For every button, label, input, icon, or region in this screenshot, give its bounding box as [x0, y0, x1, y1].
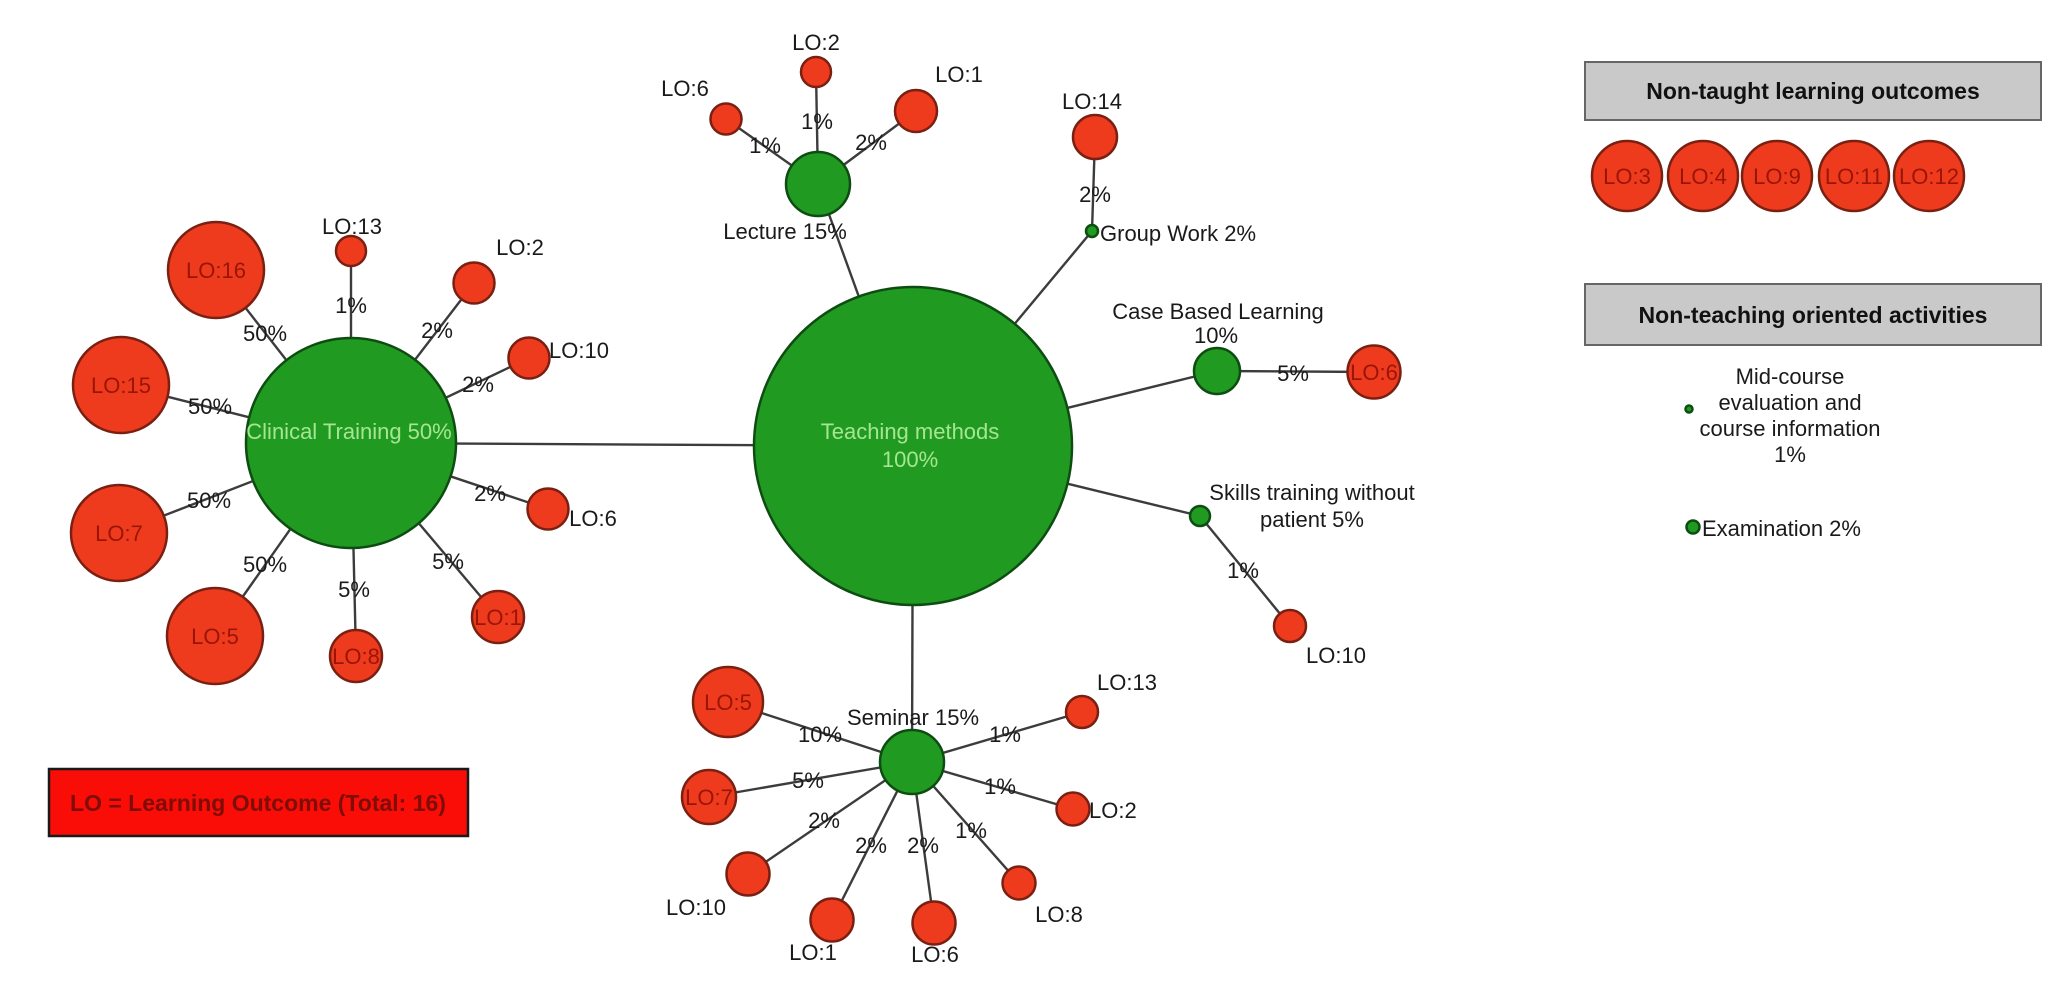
svg-text:2%: 2% [808, 808, 840, 833]
svg-text:patient 5%: patient 5% [1260, 507, 1364, 532]
svg-text:Case Based Learning: Case Based Learning [1112, 299, 1324, 324]
svg-text:10%: 10% [798, 722, 842, 747]
svg-text:Non-teaching oriented activiti: Non-teaching oriented activities [1639, 302, 1988, 328]
svg-text:LO:1: LO:1 [789, 940, 837, 965]
svg-text:Group Work 2%: Group Work 2% [1100, 221, 1256, 246]
svg-text:LO:6: LO:6 [911, 942, 959, 967]
svg-text:LO:6: LO:6 [1350, 360, 1398, 385]
svg-text:LO:7: LO:7 [95, 521, 143, 546]
svg-text:2%: 2% [474, 481, 506, 506]
svg-text:LO:6: LO:6 [569, 506, 617, 531]
svg-text:1%: 1% [989, 722, 1021, 747]
svg-text:LO:1: LO:1 [474, 605, 522, 630]
svg-text:50%: 50% [187, 488, 231, 513]
svg-text:LO:9: LO:9 [1753, 164, 1801, 189]
svg-text:1%: 1% [955, 818, 987, 843]
svg-text:2%: 2% [855, 833, 887, 858]
svg-text:10%: 10% [1194, 323, 1238, 348]
svg-text:Examination 2%: Examination 2% [1702, 516, 1861, 541]
svg-text:LO:13: LO:13 [1097, 670, 1157, 695]
svg-text:5%: 5% [1277, 361, 1309, 386]
svg-text:1%: 1% [335, 293, 367, 318]
svg-text:Seminar 15%: Seminar 15% [847, 705, 979, 730]
svg-text:LO:10: LO:10 [549, 338, 609, 363]
svg-text:LO:2: LO:2 [1089, 798, 1137, 823]
svg-text:50%: 50% [243, 552, 287, 577]
svg-text:LO:10: LO:10 [1306, 643, 1366, 668]
svg-text:LO:10: LO:10 [666, 895, 726, 920]
svg-text:Mid-course: Mid-course [1736, 364, 1845, 389]
svg-text:LO:15: LO:15 [91, 373, 151, 398]
svg-text:LO:14: LO:14 [1062, 89, 1122, 114]
svg-text:Teaching methods: Teaching methods [821, 419, 1000, 444]
svg-text:5%: 5% [432, 549, 464, 574]
svg-text:LO:2: LO:2 [792, 30, 840, 55]
svg-text:LO:2: LO:2 [496, 235, 544, 260]
svg-text:LO:8: LO:8 [1035, 902, 1083, 927]
svg-text:2%: 2% [421, 318, 453, 343]
svg-text:LO:3: LO:3 [1603, 164, 1651, 189]
svg-text:2%: 2% [1079, 182, 1111, 207]
svg-text:Non-taught learning outcomes: Non-taught learning outcomes [1646, 78, 1980, 104]
svg-text:50%: 50% [243, 321, 287, 346]
svg-text:Clinical Training 50%: Clinical Training 50% [246, 419, 451, 444]
svg-text:LO:16: LO:16 [186, 258, 246, 283]
svg-text:100%: 100% [882, 447, 938, 472]
svg-text:5%: 5% [792, 768, 824, 793]
svg-text:2%: 2% [907, 833, 939, 858]
svg-text:Lecture 15%: Lecture 15% [723, 219, 847, 244]
svg-text:LO:6: LO:6 [661, 76, 709, 101]
svg-text:Skills training without: Skills training without [1209, 480, 1414, 505]
svg-text:evaluation and: evaluation and [1718, 390, 1861, 415]
svg-text:LO:5: LO:5 [191, 624, 239, 649]
svg-text:1%: 1% [1227, 558, 1259, 583]
svg-text:1%: 1% [801, 109, 833, 134]
svg-text:LO = Learning Outcome (Total:: LO = Learning Outcome (Total: 16) [70, 790, 446, 816]
svg-text:LO:4: LO:4 [1679, 164, 1727, 189]
svg-text:50%: 50% [188, 394, 232, 419]
svg-text:1%: 1% [1774, 442, 1806, 467]
svg-text:LO:8: LO:8 [332, 644, 380, 669]
svg-text:LO:12: LO:12 [1899, 164, 1959, 189]
svg-text:LO:5: LO:5 [704, 690, 752, 715]
svg-text:2%: 2% [855, 130, 887, 155]
svg-text:LO:11: LO:11 [1825, 164, 1883, 189]
svg-text:LO:1: LO:1 [935, 62, 983, 87]
svg-text:LO:7: LO:7 [685, 785, 733, 810]
svg-text:course information: course information [1700, 416, 1881, 441]
svg-text:LO:13: LO:13 [322, 214, 382, 239]
svg-text:2%: 2% [462, 372, 494, 397]
svg-text:1%: 1% [749, 133, 781, 158]
svg-text:5%: 5% [338, 577, 370, 602]
svg-text:1%: 1% [984, 774, 1016, 799]
